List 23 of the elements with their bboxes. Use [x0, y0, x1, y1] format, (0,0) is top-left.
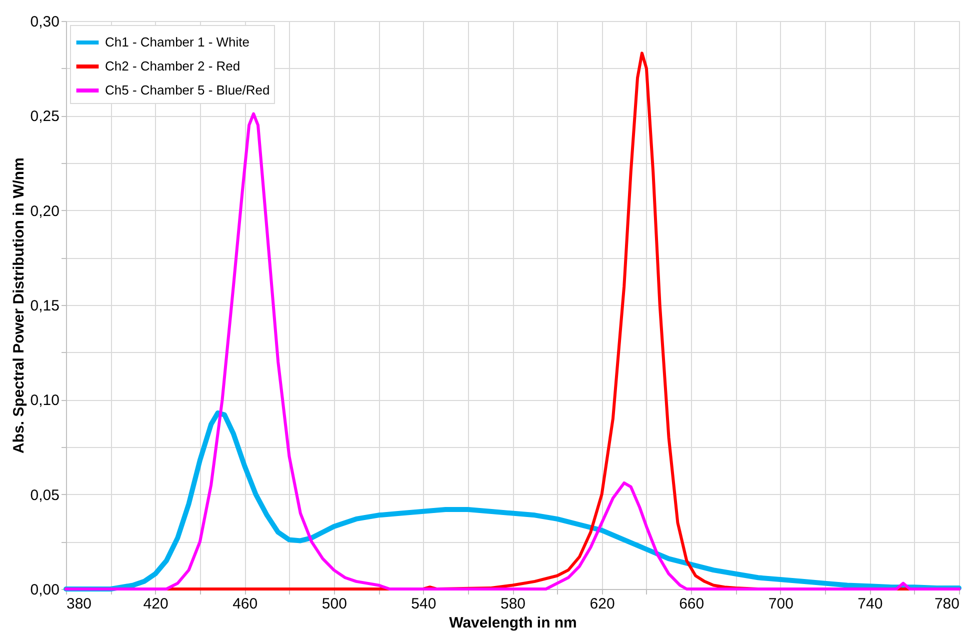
y-tick-label: 0,10: [30, 392, 60, 410]
y-tick-label: 0,05: [30, 486, 60, 504]
x-tick-label: 500: [322, 596, 347, 612]
y-tick-label: 0,25: [30, 108, 60, 126]
x-tick-label: 780: [934, 596, 960, 612]
x-tick-label: 740: [858, 596, 883, 612]
y-axis-title: Abs. Spectral Power Distribution in W/nm: [10, 158, 28, 454]
x-tick-label: 420: [143, 596, 168, 612]
legend-label: Ch2 - Chamber 2 - Red: [105, 58, 240, 74]
legend-label: Ch1 - Chamber 1 - White: [105, 34, 250, 50]
x-tick-label: 540: [411, 596, 436, 612]
y-tick-label: 0,00: [30, 582, 60, 598]
y-tick-label: 0,20: [30, 202, 60, 220]
x-tick-label: 660: [679, 596, 704, 612]
x-tick-label: 580: [500, 596, 526, 612]
x-axis-title: Wavelength in nm: [449, 614, 577, 632]
x-tick-label: 700: [768, 596, 794, 612]
x-tick-label: 380: [66, 596, 92, 612]
y-tick-label: 0,15: [30, 298, 60, 314]
x-tick-label: 460: [232, 596, 258, 612]
y-tick-label: 0,30: [30, 14, 60, 30]
x-tick-label: 620: [590, 596, 615, 612]
legend-label: Ch5 - Chamber 5 - Blue/Red: [105, 82, 270, 98]
